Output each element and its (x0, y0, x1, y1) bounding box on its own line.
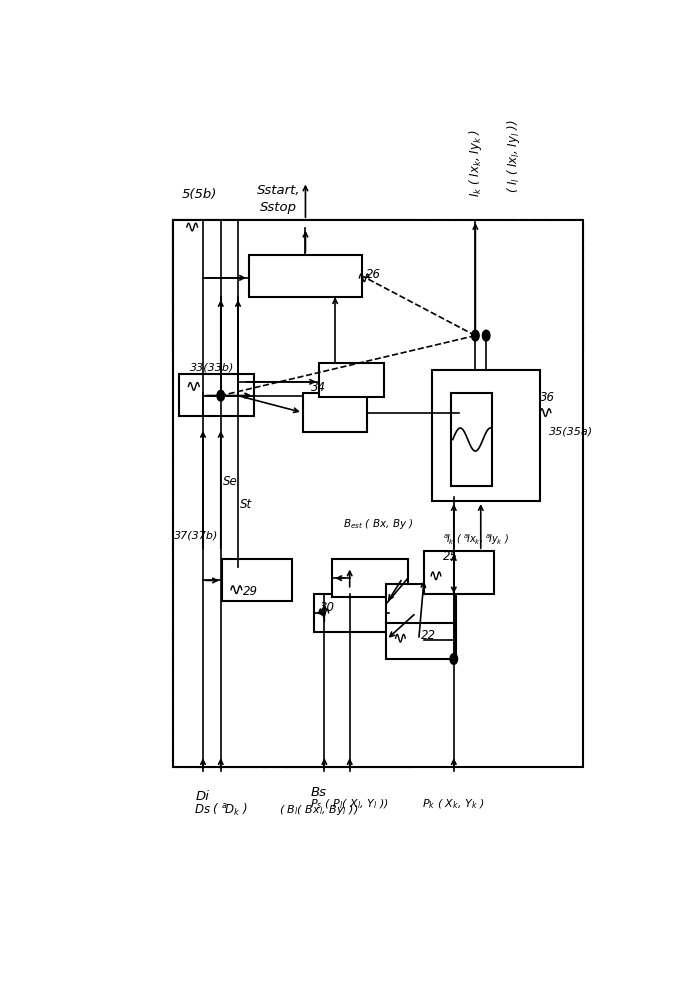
Bar (303, 393, 367, 432)
Bar (333, 559, 408, 597)
Text: ( $B_l$( $Bx_l$, $By_l$ )): ( $B_l$( $Bx_l$, $By_l$ )) (279, 803, 358, 817)
Text: St: St (240, 498, 253, 512)
Bar (313, 594, 389, 632)
Text: Se: Se (223, 475, 237, 488)
Text: Ds ( ${}^a\!D_k$ ): Ds ( ${}^a\!D_k$ ) (193, 801, 248, 818)
Bar (303, 497, 583, 744)
Text: 25: 25 (443, 550, 458, 563)
Text: 35(35a): 35(35a) (548, 427, 593, 437)
Circle shape (472, 330, 479, 341)
Text: 29: 29 (244, 585, 258, 598)
Circle shape (450, 654, 457, 664)
Text: $B_{est}$ ( Bx, By ): $B_{est}$ ( Bx, By ) (343, 517, 413, 531)
Text: ${}^a\!I_k$ ( ${}^a\!Ix_k$, ${}^a\!Iy_k$ ): ${}^a\!I_k$ ( ${}^a\!Ix_k$, ${}^a\!Iy_k$… (443, 532, 509, 547)
Text: $P_s$ ( $P_l$( $X_l$, $Y_l$ )): $P_s$ ( $P_l$( $X_l$, $Y_l$ )) (310, 798, 389, 811)
Text: $I_k$ ( $Ix_k$, $Iy_k$ ): $I_k$ ( $Ix_k$, $Iy_k$ ) (467, 129, 484, 197)
Text: 22: 22 (422, 629, 436, 642)
Text: 37(37b): 37(37b) (175, 531, 219, 541)
Bar (424, 551, 494, 594)
Text: 26: 26 (366, 267, 381, 280)
Text: 5(5b): 5(5b) (182, 188, 216, 201)
Bar (179, 374, 254, 416)
Bar (451, 393, 491, 486)
Text: ( $I_l$ ( $Ix_l$, $Iy_l$ )): ( $I_l$ ( $Ix_l$, $Iy_l$ )) (505, 119, 521, 193)
Circle shape (217, 390, 225, 401)
Bar (386, 620, 457, 659)
Bar (386, 584, 457, 623)
Bar (222, 559, 292, 601)
Text: 30: 30 (320, 601, 335, 614)
Text: 34: 34 (311, 381, 326, 394)
Bar (319, 363, 383, 397)
Text: $P_k$ ( $X_k$, $Y_k$ ): $P_k$ ( $X_k$, $Y_k$ ) (422, 798, 485, 811)
Circle shape (482, 330, 490, 341)
Text: Di: Di (196, 790, 210, 803)
Text: 36: 36 (540, 391, 555, 404)
Bar (173, 220, 583, 351)
Text: Bs: Bs (311, 786, 327, 799)
Text: Sstart,: Sstart, (257, 184, 300, 197)
Bar (173, 220, 411, 767)
Bar (249, 255, 362, 297)
Text: 33(33b): 33(33b) (189, 363, 234, 373)
Bar (173, 220, 583, 767)
Text: Sstop: Sstop (260, 201, 297, 214)
Bar (432, 370, 540, 501)
